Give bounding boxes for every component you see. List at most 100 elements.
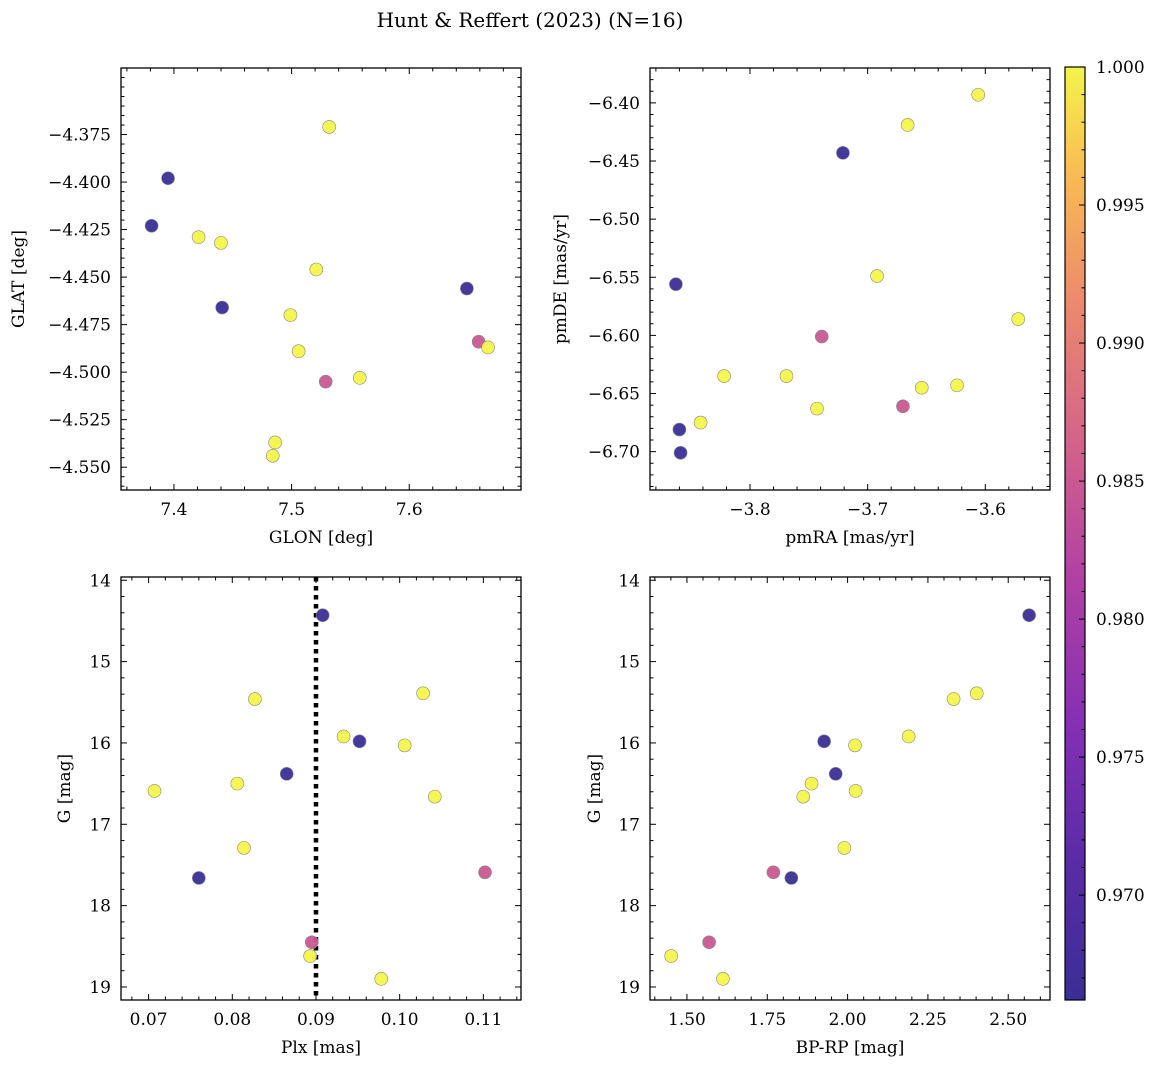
scatter-point <box>268 435 282 450</box>
colorbar-gradient <box>1064 66 1086 1001</box>
axes-frame <box>120 576 522 1001</box>
y-tick-label: −6.65 <box>588 385 640 405</box>
scatter-point <box>416 686 430 701</box>
y-tick-label: −6.40 <box>588 94 640 114</box>
figure-title: Hunt & Reffert (2023) (N=16) <box>377 8 684 32</box>
y-tick-label: 17 <box>89 815 111 835</box>
scatter-point <box>318 374 333 389</box>
scatter-point <box>828 767 843 781</box>
scatter-point <box>817 734 831 749</box>
scatter-point <box>147 784 162 798</box>
scatter-point <box>291 344 306 359</box>
x-axis-label: Plx [mas] <box>281 1038 361 1058</box>
y-tick-label: 16 <box>618 734 640 754</box>
y-tick-label: −4.500 <box>48 363 111 383</box>
scatter-point <box>353 371 367 385</box>
scatter-point <box>814 329 829 344</box>
scatter-point <box>669 277 683 292</box>
panel-bprp-g: 1.50 1.75 2.00 2.25 2.50 14 15 16 17 18 19 BP-RP [m… <box>585 571 1051 1058</box>
x-tick-label: 1.75 <box>748 1010 786 1030</box>
scatter-point <box>478 865 492 880</box>
y-axis-label: pmDE [mas/yr] <box>551 214 571 344</box>
axes-frame <box>649 67 1051 491</box>
y-tick-label: −4.525 <box>48 411 111 431</box>
scatter-point <box>397 738 412 753</box>
scatter-point <box>481 340 495 355</box>
scatter-point <box>237 841 251 855</box>
scatter-point <box>837 841 852 855</box>
scatter-point <box>796 789 811 804</box>
scatter-point <box>779 369 794 383</box>
y-tick-label: −4.400 <box>48 173 111 193</box>
y-tick-label: 14 <box>618 571 640 591</box>
colorbar-tick-label: 0.995 <box>1096 196 1145 216</box>
y-tick-label: 15 <box>618 653 640 673</box>
scatter-point <box>336 729 351 744</box>
y-tick-label: 19 <box>89 978 111 998</box>
x-tick-label: 0.09 <box>297 1010 335 1030</box>
scatter-point <box>309 262 324 277</box>
y-tick-label: −6.55 <box>588 268 640 288</box>
scatter-point <box>946 692 961 706</box>
scatter-point <box>428 789 442 804</box>
y-tick-label: 14 <box>89 571 111 591</box>
y-tick-label: 17 <box>618 815 640 835</box>
colorbar: 0.970 0.975 0.980 0.985 0.990 0.995 1.000 <box>1064 58 1145 1001</box>
scatter-point <box>315 608 330 623</box>
x-tick-label: 0.10 <box>381 1010 419 1030</box>
x-tick-label: 7.5 <box>278 500 305 520</box>
scatter-point <box>322 120 337 134</box>
panel-glon-glat: 7.4 7.5 7.6 −4.375 −4.400 −4.425 −4.450 −4.475 −… <box>9 67 522 548</box>
x-tick-label: 0.08 <box>213 1010 251 1030</box>
scatter-point <box>192 871 206 885</box>
scatter-point <box>766 865 781 880</box>
y-tick-label: 18 <box>618 897 640 917</box>
scatter-point <box>784 871 799 885</box>
y-axis-label: G [mag] <box>585 754 605 823</box>
x-tick-label: 7.6 <box>396 500 423 520</box>
y-tick-label: −4.425 <box>48 221 111 241</box>
x-tick-label: 2.00 <box>829 1010 867 1030</box>
x-tick-label: 2.50 <box>989 1010 1027 1030</box>
scatter-point <box>971 87 986 102</box>
y-tick-label: 18 <box>89 897 111 917</box>
x-axis-label: GLON [deg] <box>269 528 373 548</box>
scatter-point <box>664 949 679 963</box>
colorbar-tick-label: 0.970 <box>1096 886 1145 906</box>
y-tick-label: 15 <box>89 653 111 673</box>
scatter-point <box>215 300 229 315</box>
y-tick-label: −4.550 <box>48 458 111 478</box>
scatter-point <box>1022 608 1036 623</box>
scatter-point <box>717 369 731 383</box>
scatter-point <box>716 972 730 986</box>
scatter-point <box>848 738 862 753</box>
scatter-point <box>248 692 262 706</box>
x-tick-label: 2.25 <box>909 1010 947 1030</box>
scatter-point <box>374 972 389 986</box>
scatter-point <box>870 269 884 283</box>
scatter-point <box>304 935 319 950</box>
scatter-point <box>230 776 245 791</box>
x-tick-label: −3.7 <box>847 500 888 520</box>
y-tick-label: −6.70 <box>588 443 640 463</box>
colorbar-tick-label: 0.975 <box>1096 748 1145 768</box>
panel-pmra-pmde: −3.8 −3.7 −3.6 −6.40 −6.45 −6.50 −6.55 −6.60 −6.… <box>551 67 1051 548</box>
scatter-point <box>144 218 159 233</box>
scatter-point <box>283 308 298 322</box>
y-tick-label: −4.450 <box>48 268 111 288</box>
colorbar-tick-label: 0.980 <box>1096 610 1145 630</box>
scatter-point <box>896 399 910 414</box>
scatter-point <box>265 448 280 463</box>
x-tick-label: 7.4 <box>160 500 187 520</box>
y-tick-label: 16 <box>89 734 111 754</box>
scatter-point <box>672 422 687 437</box>
scatter-point <box>914 380 929 395</box>
scatter-point <box>836 146 850 160</box>
scatter-point <box>901 729 916 744</box>
colorbar-tick-label: 0.985 <box>1096 472 1145 492</box>
scatter-point <box>673 445 688 460</box>
y-tick-label: −6.45 <box>588 152 640 172</box>
scatter-point <box>191 230 206 244</box>
y-tick-label: 19 <box>618 978 640 998</box>
